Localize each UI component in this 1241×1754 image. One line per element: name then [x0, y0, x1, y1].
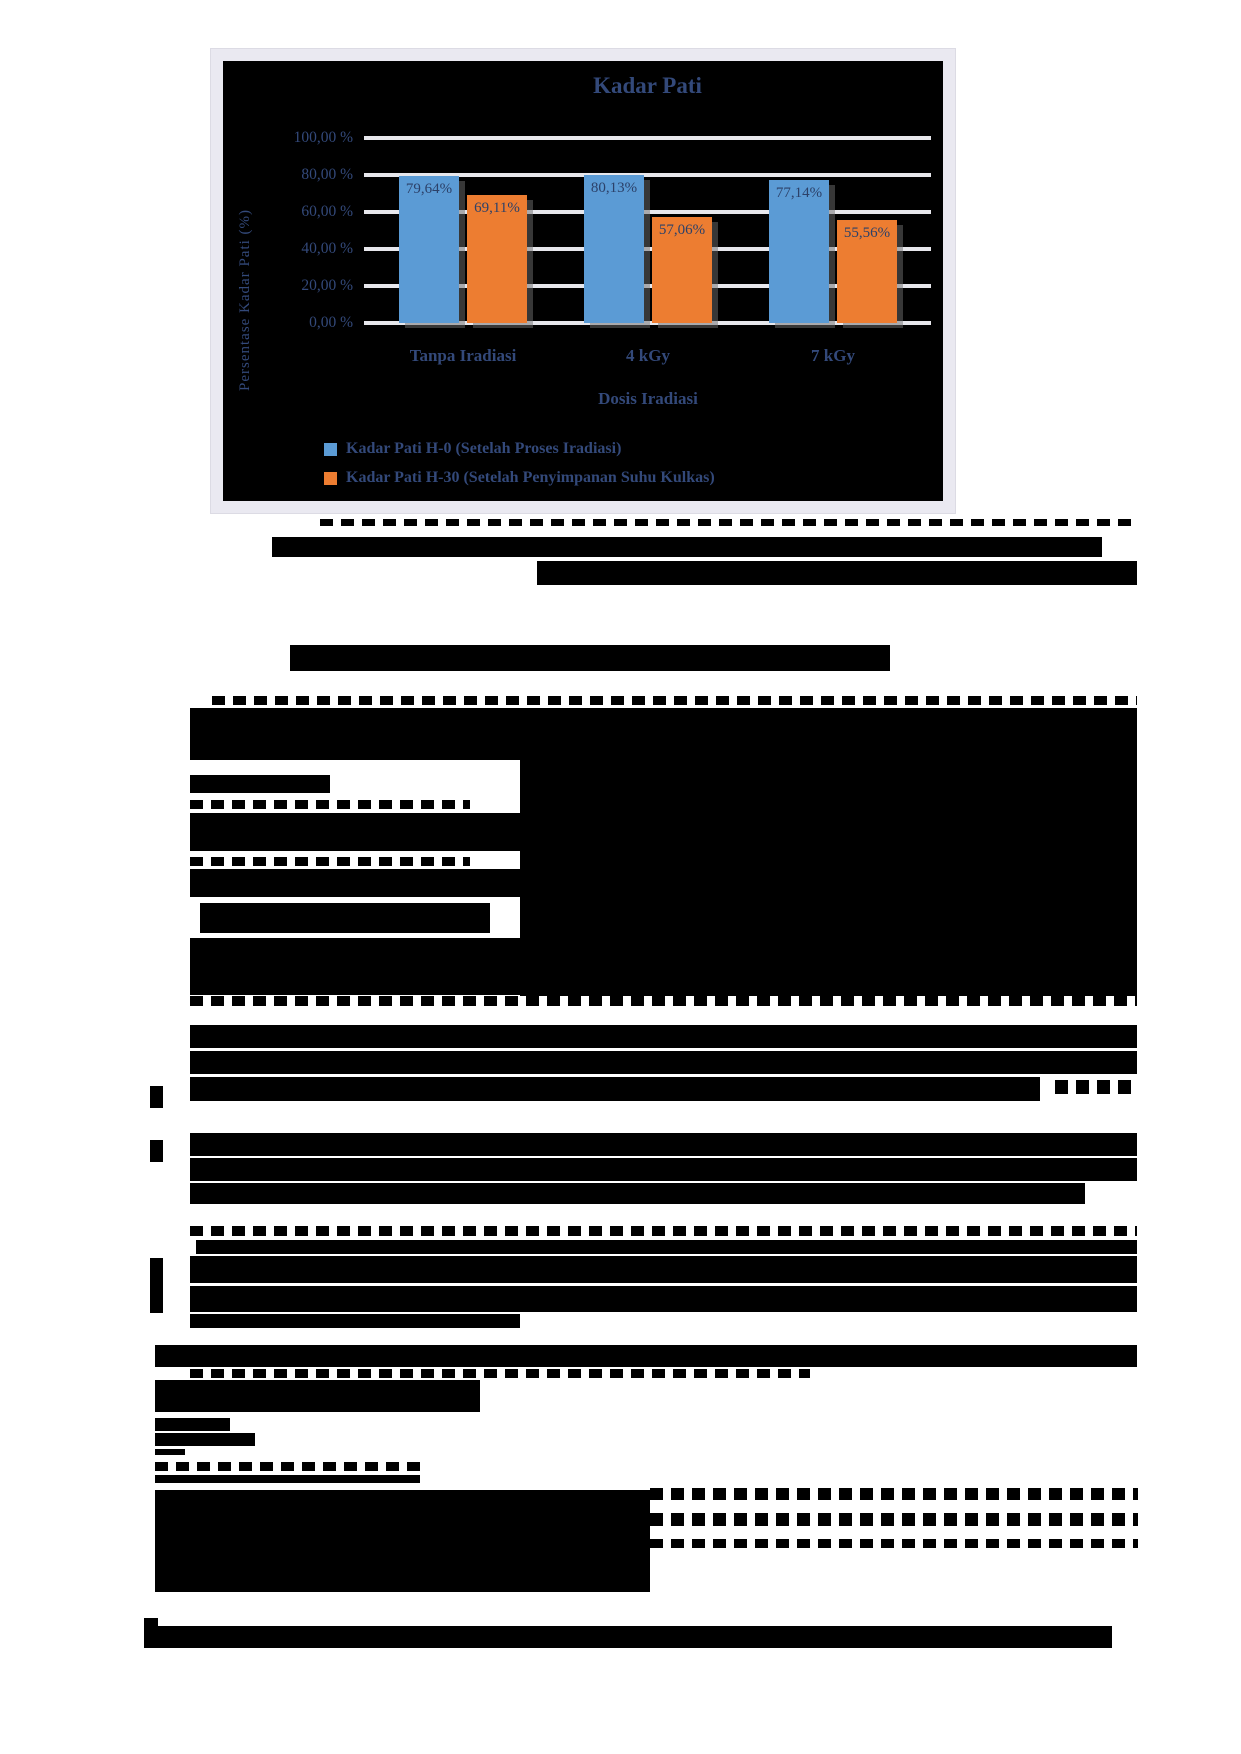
redacted-text-block: [190, 1051, 1137, 1074]
redacted-text-block: [190, 1286, 1137, 1312]
y-axis-tick-label: 0,00 %: [309, 314, 353, 331]
redacted-dashed-line: [155, 1462, 420, 1471]
legend-label: Kadar Pati H-0 (Setelah Proses Iradiasi): [346, 440, 622, 457]
redacted-text-block: [150, 1258, 163, 1313]
redacted-text-block: [155, 1418, 230, 1431]
legend-row-1: Kadar Pati H-0 (Setelah Proses Iradiasi): [324, 440, 621, 458]
redacted-text-block: [190, 775, 330, 793]
bar-h0-2: 80,13%: [584, 174, 644, 323]
chart-plot-background: Kadar Pati Persentase Kadar Pati (%) 100…: [223, 61, 943, 501]
redacted-text-block: [190, 1314, 520, 1328]
redacted-text-block: [290, 645, 890, 671]
redacted-text-block: [155, 1433, 255, 1446]
redacted-dashed-line: [650, 1513, 1138, 1526]
gridline: [364, 247, 931, 251]
redacted-text-block: [155, 1449, 185, 1455]
redacted-text-block: [190, 1158, 1137, 1181]
bar-data-label: 80,13%: [590, 179, 638, 196]
legend-marker-orange: [324, 471, 337, 485]
redacted-text-block: [155, 1345, 1137, 1367]
redacted-text-block: [190, 1183, 1085, 1204]
x-category-label: 7 kGy: [811, 346, 855, 365]
redacted-text-block: [144, 1618, 158, 1626]
redacted-text-block: [272, 537, 1102, 557]
bar-data-label: 79,64%: [405, 180, 453, 197]
redacted-dashed-line: [650, 1488, 1138, 1500]
chart-title: Kadar Pati: [593, 73, 702, 98]
redacted-dashed-line: [190, 800, 470, 809]
redacted-text-block: [537, 561, 1137, 585]
redacted-dashed-line: [212, 696, 1137, 705]
y-axis-tick-label: 100,00 %: [293, 129, 353, 146]
gridline: [364, 284, 931, 288]
redacted-text-block: [190, 938, 520, 995]
bar-h0-1: 79,64%: [399, 175, 459, 323]
redacted-dashed-line: [190, 1369, 810, 1378]
bar-h30-3: 55,56%: [837, 220, 897, 323]
redacted-text-block: [190, 869, 520, 897]
redacted-text-block: [150, 1140, 163, 1162]
redacted-text-block: [190, 1133, 1137, 1156]
redacted-dashed-line: [320, 519, 1137, 526]
gridline: [364, 136, 931, 140]
redacted-dashed-line: [650, 1539, 1138, 1548]
gridline: [364, 173, 931, 177]
legend-label: Kadar Pati H-30 (Setelah Penyimpanan Suh…: [346, 469, 715, 486]
legend-marker-blue: [324, 442, 337, 456]
redacted-text-block: [150, 1086, 163, 1108]
redacted-text-block: [155, 1475, 420, 1483]
x-category-label: Tanpa Iradiasi: [409, 346, 517, 365]
bar-h30-2: 57,06%: [652, 217, 712, 323]
y-axis-tick-label: 60,00 %: [301, 203, 353, 220]
redacted-text-block: [200, 903, 490, 933]
redacted-dashed-line: [190, 857, 470, 866]
x-axis-title: Dosis Iradiasi: [598, 389, 698, 408]
gridline: [364, 210, 931, 214]
redacted-text-block: [155, 1380, 480, 1412]
bar-h0-3: 77,14%: [769, 180, 829, 323]
starch-content-chart-panel: Kadar Pati Persentase Kadar Pati (%) 100…: [210, 48, 956, 514]
redacted-text-block: [190, 1256, 1137, 1283]
redacted-dashed-line: [190, 1226, 1137, 1236]
redacted-dashed-line: [1055, 1080, 1137, 1094]
y-axis-title: Persentase Kadar Pati (%): [237, 208, 253, 391]
redacted-dashed-line: [190, 996, 1137, 1006]
legend-row-2: Kadar Pati H-30 (Setelah Penyimpanan Suh…: [324, 469, 715, 487]
y-axis-tick-label: 20,00 %: [301, 277, 353, 294]
redacted-text-block: [190, 1077, 1040, 1101]
bar-data-label: 69,11%: [474, 200, 520, 217]
bar-data-label: 55,56%: [843, 225, 891, 242]
redacted-text-block: [520, 708, 1137, 996]
bar-data-label: 77,14%: [775, 185, 823, 202]
y-axis-tick-label: 80,00 %: [301, 166, 353, 183]
redacted-text-block: [190, 1025, 1137, 1048]
redacted-text-block: [155, 1490, 650, 1592]
x-category-label: 4 kGy: [626, 346, 670, 365]
redacted-text-block: [196, 1240, 1137, 1254]
redacted-text-block: [190, 813, 520, 851]
bar-h30-1: 69,11%: [467, 195, 527, 323]
redacted-text-block: [144, 1626, 1112, 1648]
y-axis-tick-label: 40,00 %: [301, 240, 353, 257]
bar-data-label: 57,06%: [658, 222, 706, 239]
gridline: [364, 321, 931, 325]
